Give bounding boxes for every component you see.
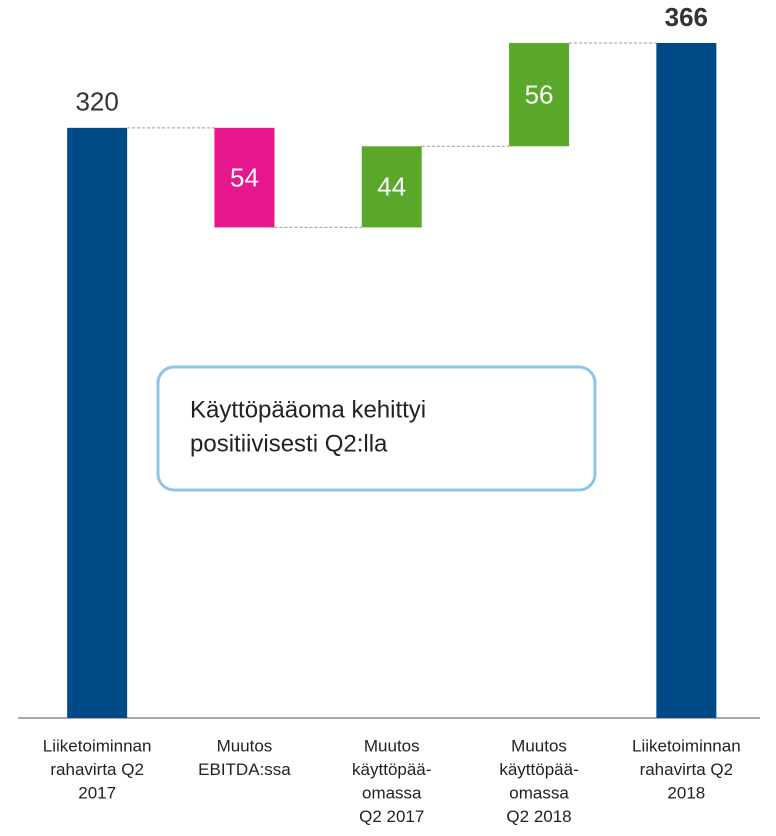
- x-tick-label: omassa: [362, 783, 422, 802]
- bar: [509, 43, 570, 147]
- x-tick-label: Q2 2017: [359, 807, 424, 826]
- x-tick-label: käyttöpää-: [499, 760, 578, 779]
- callout-text: Käyttöpääoma kehittyi: [190, 396, 426, 423]
- bar: [656, 43, 717, 718]
- data-label: 320: [75, 87, 118, 117]
- x-tick-label: Muutos: [511, 736, 567, 755]
- bar: [67, 127, 128, 719]
- data-label: 56: [525, 80, 554, 110]
- x-tick-label: Q2 2018: [506, 807, 571, 826]
- x-tick-label: rahavirta Q2: [640, 760, 734, 779]
- x-tick-label: EBITDA:ssa: [198, 760, 291, 779]
- data-label: 44: [377, 172, 406, 202]
- x-tick-label: omassa: [509, 783, 569, 802]
- callout-box: [156, 365, 597, 492]
- bar: [214, 127, 275, 228]
- callout-text: positiivisesti Q2:lla: [190, 430, 388, 457]
- x-tick-label: Muutos: [364, 736, 420, 755]
- x-tick-label: Liiketoiminnan: [43, 736, 152, 755]
- x-tick-label: 2017: [78, 783, 116, 802]
- x-tick-label: rahavirta Q2: [50, 760, 144, 779]
- data-label: 366: [665, 2, 708, 32]
- x-tick-label: 2018: [667, 783, 705, 802]
- x-tick-label: Liiketoiminnan: [632, 736, 741, 755]
- bar: [361, 146, 422, 228]
- x-tick-label: Muutos: [217, 736, 273, 755]
- data-label: 54: [230, 163, 259, 193]
- x-tick-label: käyttöpää-: [352, 760, 431, 779]
